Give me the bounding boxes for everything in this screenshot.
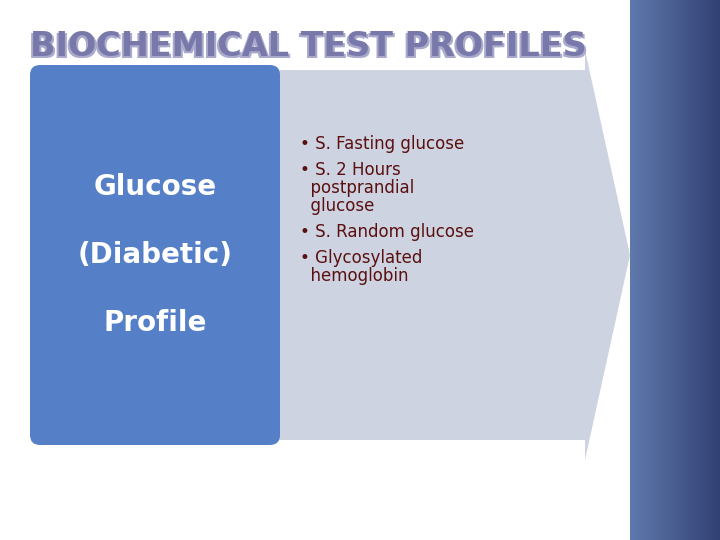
Bar: [698, 0, 700, 540]
Bar: [670, 0, 673, 540]
Bar: [706, 0, 709, 540]
Bar: [675, 0, 678, 540]
Bar: [637, 0, 640, 540]
Bar: [701, 0, 703, 540]
Bar: [630, 0, 632, 540]
Bar: [714, 0, 716, 540]
Text: • S. Random glucose: • S. Random glucose: [300, 223, 474, 241]
Bar: [634, 0, 637, 540]
Bar: [680, 0, 682, 540]
Bar: [702, 0, 704, 540]
Text: BIOCHEMICAL TEST PROFILES: BIOCHEMICAL TEST PROFILES: [29, 31, 585, 64]
Bar: [636, 0, 639, 540]
Bar: [633, 0, 636, 540]
Text: Profile: Profile: [103, 309, 207, 337]
Bar: [642, 0, 644, 540]
Bar: [647, 0, 649, 540]
Text: BIOCHEMICAL TEST PROFILES: BIOCHEMICAL TEST PROFILES: [30, 30, 587, 63]
Polygon shape: [40, 50, 630, 460]
Bar: [709, 0, 712, 540]
Text: Glucose: Glucose: [94, 173, 217, 201]
Bar: [659, 0, 661, 540]
Bar: [644, 0, 646, 540]
Bar: [663, 0, 665, 540]
Bar: [705, 0, 708, 540]
Text: glucose: glucose: [300, 197, 374, 215]
Bar: [631, 0, 634, 540]
Bar: [667, 0, 670, 540]
Bar: [673, 0, 676, 540]
Bar: [649, 0, 652, 540]
Text: BIOCHEMICAL TEST PROFILES: BIOCHEMICAL TEST PROFILES: [32, 31, 588, 64]
Bar: [639, 0, 642, 540]
Bar: [665, 0, 667, 540]
Bar: [713, 0, 715, 540]
Bar: [691, 0, 694, 540]
Bar: [696, 0, 698, 540]
Bar: [683, 0, 685, 540]
Bar: [672, 0, 675, 540]
FancyBboxPatch shape: [30, 65, 280, 445]
Bar: [693, 0, 696, 540]
Bar: [678, 0, 680, 540]
Bar: [695, 0, 697, 540]
Bar: [699, 0, 701, 540]
Bar: [688, 0, 691, 540]
Bar: [690, 0, 693, 540]
Bar: [657, 0, 660, 540]
Bar: [660, 0, 662, 540]
Bar: [719, 0, 720, 540]
Text: • Glycosylated: • Glycosylated: [300, 249, 423, 267]
Bar: [708, 0, 711, 540]
Bar: [654, 0, 657, 540]
Bar: [648, 0, 650, 540]
Bar: [652, 0, 655, 540]
Bar: [716, 0, 718, 540]
Bar: [703, 0, 706, 540]
Bar: [645, 0, 647, 540]
Bar: [717, 0, 719, 540]
Bar: [651, 0, 654, 540]
Bar: [711, 0, 714, 540]
Bar: [677, 0, 679, 540]
Bar: [666, 0, 668, 540]
Text: postprandial: postprandial: [300, 179, 414, 197]
Bar: [655, 0, 658, 540]
Bar: [684, 0, 686, 540]
Bar: [687, 0, 690, 540]
Text: • S. Fasting glucose: • S. Fasting glucose: [300, 135, 464, 153]
Bar: [669, 0, 672, 540]
Bar: [681, 0, 683, 540]
Text: • S. 2 Hours: • S. 2 Hours: [300, 161, 401, 179]
Bar: [685, 0, 688, 540]
Text: (Diabetic): (Diabetic): [78, 241, 233, 269]
Bar: [641, 0, 643, 540]
Bar: [662, 0, 664, 540]
Text: hemoglobin: hemoglobin: [300, 267, 408, 285]
